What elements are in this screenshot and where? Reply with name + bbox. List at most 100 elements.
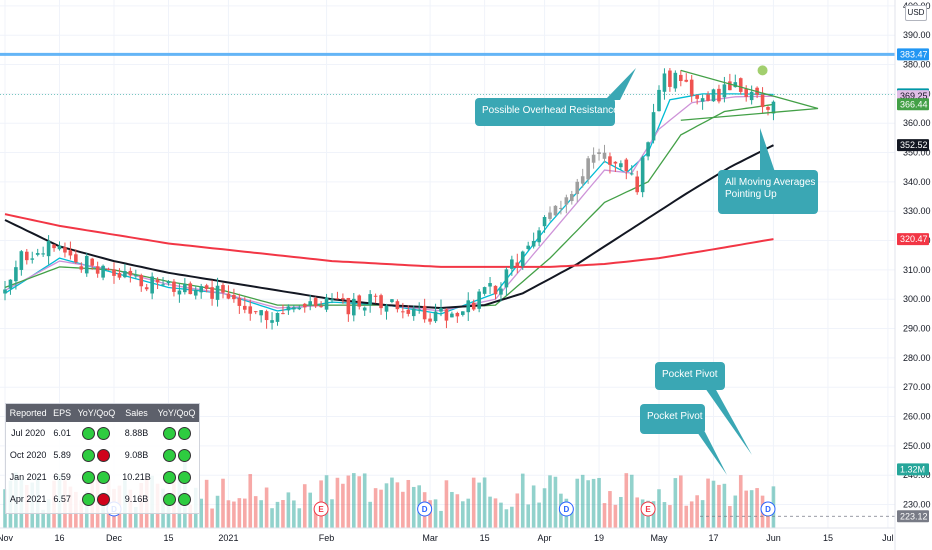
volume-bar bbox=[570, 509, 574, 528]
candle-body bbox=[548, 212, 552, 219]
status-dot-icon bbox=[97, 426, 111, 440]
volume-bar bbox=[689, 501, 694, 528]
volume-bar bbox=[673, 478, 678, 528]
candle-body bbox=[657, 89, 661, 112]
volume-bar bbox=[232, 501, 236, 528]
volume-bar bbox=[335, 477, 340, 528]
candle-body bbox=[25, 251, 29, 261]
candle-body bbox=[46, 240, 51, 257]
candle-body bbox=[602, 152, 607, 159]
volume-bar bbox=[597, 477, 601, 528]
time-tick-label: 17 bbox=[708, 533, 718, 543]
candle-body bbox=[204, 285, 209, 289]
volume-bar bbox=[548, 475, 552, 528]
earnings-period: Apr 2021 bbox=[9, 494, 47, 504]
candle-body bbox=[253, 311, 258, 313]
candle-body bbox=[95, 266, 100, 274]
earnings-eps: 6.01 bbox=[53, 428, 71, 438]
volume-bar bbox=[362, 473, 367, 528]
candle-body bbox=[613, 161, 618, 164]
volume-bar bbox=[204, 479, 209, 528]
candle-body bbox=[668, 70, 672, 87]
candle-body bbox=[651, 112, 656, 141]
volume-bar bbox=[744, 490, 748, 528]
candle-body bbox=[286, 306, 291, 311]
candle-body bbox=[139, 275, 144, 287]
candle-body bbox=[586, 158, 590, 180]
candle-body bbox=[144, 287, 149, 290]
time-tick-label: Feb bbox=[319, 533, 335, 543]
candle-body bbox=[531, 241, 536, 247]
ma-callout-pointer bbox=[760, 128, 775, 172]
volume-bar bbox=[286, 492, 291, 528]
header-reported: Reported bbox=[6, 404, 51, 422]
pocket-pivot-top-box bbox=[655, 362, 725, 390]
event-label: E bbox=[318, 505, 324, 514]
time-tick-label: Nov bbox=[0, 533, 13, 543]
candle-body bbox=[128, 270, 133, 276]
price-tick-label: 250.00 bbox=[903, 441, 931, 451]
volume-bar bbox=[651, 501, 656, 528]
candle-body bbox=[155, 279, 160, 283]
price-badge-bg bbox=[897, 48, 929, 61]
eps-growth-dots bbox=[74, 422, 119, 444]
volume-bar bbox=[411, 486, 416, 528]
status-dot-icon bbox=[177, 492, 191, 506]
candle-body bbox=[635, 176, 639, 193]
candle-body bbox=[106, 269, 111, 271]
earnings-row: Oct 2020 5.89 9.08B bbox=[6, 444, 199, 466]
candle-body bbox=[117, 273, 122, 278]
volume-bar bbox=[357, 476, 362, 528]
volume-bar bbox=[537, 502, 541, 528]
candle-body bbox=[471, 302, 476, 310]
volume-bar bbox=[292, 500, 296, 528]
candle-body bbox=[335, 298, 340, 300]
time-tick-label: Dec bbox=[106, 533, 123, 543]
volume-bar bbox=[270, 508, 274, 528]
earnings-header-row: Reported EPS YoY/QoQ Sales YoY/QoQ bbox=[6, 404, 199, 422]
volume-bar bbox=[226, 500, 231, 528]
volume-bar bbox=[439, 510, 443, 528]
pocket-pivot-bottom-pointer bbox=[697, 432, 727, 475]
candle-body bbox=[226, 293, 231, 299]
candle-body bbox=[90, 258, 94, 266]
earnings-sales: 9.08B bbox=[124, 450, 149, 460]
candle-body bbox=[57, 245, 62, 250]
time-tick-label: May bbox=[650, 533, 668, 543]
earnings-period: Jul 2020 bbox=[11, 428, 46, 438]
price-tick-label: 290.00 bbox=[903, 324, 931, 334]
volume-bar bbox=[515, 493, 520, 528]
candle-body bbox=[689, 79, 694, 96]
candle-body bbox=[515, 262, 520, 267]
volume-bar bbox=[733, 495, 738, 528]
price-badge-label: 383.47 bbox=[900, 49, 928, 59]
candle-body bbox=[559, 207, 563, 209]
candle-body bbox=[428, 318, 432, 322]
volume-bar bbox=[755, 488, 759, 528]
earnings-sales: 10.21B bbox=[122, 472, 151, 482]
event-label: E bbox=[645, 505, 651, 514]
currency-button[interactable]: USD bbox=[905, 5, 927, 21]
candle-body bbox=[455, 312, 460, 317]
volume-bar bbox=[700, 500, 705, 528]
candle-body bbox=[580, 176, 585, 184]
earnings-eps: 5.89 bbox=[53, 450, 71, 460]
event-label: D bbox=[563, 505, 569, 514]
price-badge: 352.52 bbox=[897, 139, 929, 152]
candle-body bbox=[183, 284, 187, 293]
candle-body bbox=[215, 285, 220, 300]
candle-body bbox=[30, 258, 35, 260]
event-label: D bbox=[765, 505, 771, 514]
volume-bar bbox=[281, 500, 285, 528]
event-marker bbox=[640, 501, 656, 517]
candle-body bbox=[357, 295, 362, 307]
price-tick-label: 280.00 bbox=[903, 353, 931, 363]
price-tick-label: 340.00 bbox=[903, 177, 931, 187]
moving-average-lines bbox=[4, 93, 774, 315]
sales-growth-dots bbox=[154, 422, 199, 444]
sales-growth-dots bbox=[154, 444, 199, 466]
volume-bar bbox=[188, 504, 193, 528]
candle-body bbox=[640, 157, 645, 193]
volume-bar bbox=[717, 484, 721, 528]
